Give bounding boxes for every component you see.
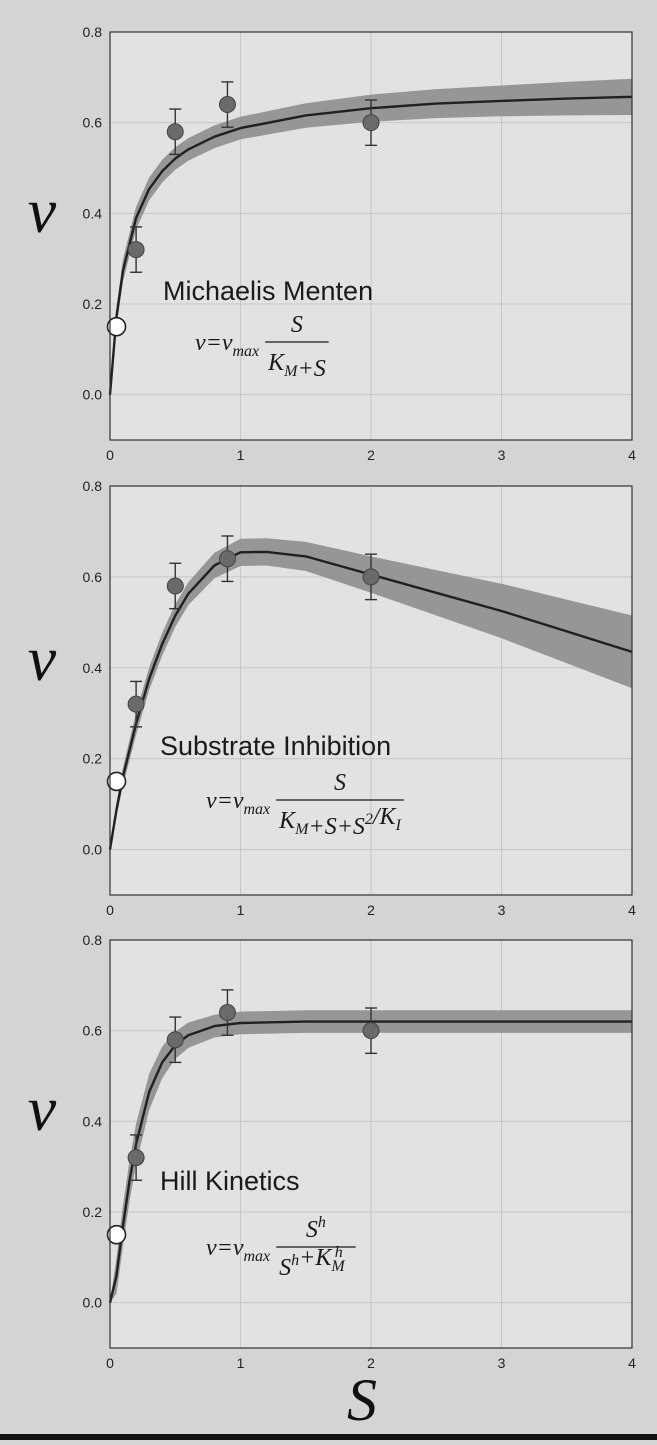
y-tick-label: 0.6 [83, 1023, 103, 1039]
equation-lhs: v=vmax [195, 330, 259, 360]
equation-numerator: S [334, 770, 346, 796]
y-tick-label: 0.2 [83, 751, 103, 767]
x-axis-label: S [347, 1367, 377, 1433]
chart-title: Hill Kinetics [160, 1166, 300, 1196]
fit-confidence-band [110, 538, 632, 850]
y-tick-label: 0.4 [83, 660, 103, 676]
open-data-point [106, 1224, 127, 1245]
plot-frame [109, 939, 633, 1349]
data-point [127, 241, 145, 259]
y-tick-label: 0.8 [83, 478, 103, 494]
data-point [166, 1031, 184, 1049]
x-tick-label: 3 [498, 447, 506, 463]
y-axis-label: v [28, 623, 57, 694]
x-tick-label: 4 [628, 447, 636, 463]
equation-numerator: Sh [306, 1214, 326, 1243]
x-tick-label: 4 [628, 1355, 636, 1371]
x-tick-label: 3 [498, 1355, 506, 1371]
data-point [218, 96, 236, 114]
x-tick-label: 2 [367, 1355, 375, 1371]
chart-panel-3: 0.0 0.2 0.4 0.6 0.8 0 1 2 3 4 v Hill Kinetics v=vmax… [28, 932, 636, 1371]
open-data-point [106, 771, 127, 792]
equation-lhs: v=vmax [206, 1235, 270, 1265]
data-point [362, 1022, 380, 1040]
equation-lhs: v=vmax [206, 788, 270, 818]
chart-panel-1: 0.0 0.2 0.4 0.6 0.8 0 1 2 3 4 v Michaelis Menten v=v… [28, 24, 636, 463]
data-point [218, 1004, 236, 1022]
equation: v=vmax S KM+S+S2/KI [206, 770, 404, 840]
data-point [362, 114, 380, 132]
x-tick-label: 2 [367, 447, 375, 463]
data-point [166, 577, 184, 595]
plot-frame [109, 31, 633, 441]
fit-confidence-band [110, 78, 632, 395]
x-tick-label: 1 [237, 1355, 245, 1371]
equation-denominator: Sh+KMh [279, 1244, 346, 1281]
x-tick-label: 0 [106, 447, 114, 463]
data-point [218, 550, 236, 568]
y-tick-label: 0.0 [83, 1295, 103, 1311]
bottom-border [0, 1434, 657, 1440]
equation-denominator: KM+S [267, 350, 326, 382]
equation-denominator: KM+S+S2/KI [278, 804, 401, 840]
x-tick-label: 0 [106, 1355, 114, 1371]
chart-title: Substrate Inhibition [160, 731, 391, 761]
chart-panel-2: 0.0 0.2 0.4 0.6 0.8 0 1 2 3 4 v Substrate Inhibitio… [28, 478, 636, 918]
x-tick-label: 3 [498, 902, 506, 918]
y-axis-label: v [28, 175, 57, 246]
y-tick-label: 0.0 [83, 387, 103, 403]
equation-numerator: S [291, 312, 303, 338]
x-tick-label: 4 [628, 902, 636, 918]
chart-title: Michaelis Menten [163, 276, 373, 306]
x-tick-label: 1 [237, 447, 245, 463]
y-tick-label: 0.8 [83, 24, 103, 40]
y-tick-label: 0.6 [83, 569, 103, 585]
data-point [127, 1149, 145, 1167]
y-tick-label: 0.0 [83, 842, 103, 858]
y-tick-label: 0.2 [83, 296, 103, 312]
data-point [166, 123, 184, 141]
fit-curve [108, 550, 633, 850]
y-tick-label: 0.4 [83, 1113, 103, 1129]
y-tick-label: 0.6 [83, 115, 103, 131]
y-axis-label: v [28, 1073, 57, 1144]
x-tick-label: 2 [367, 902, 375, 918]
data-point [127, 695, 145, 713]
equation: v=vmax S KM+S [195, 312, 329, 382]
x-tick-label: 1 [237, 902, 245, 918]
plot-frame [109, 485, 633, 896]
y-tick-label: 0.2 [83, 1204, 103, 1220]
y-tick-label: 0.8 [83, 932, 103, 948]
data-point [362, 568, 380, 586]
y-tick-label: 0.4 [83, 205, 103, 221]
open-data-point [106, 316, 127, 337]
x-tick-label: 0 [106, 902, 114, 918]
